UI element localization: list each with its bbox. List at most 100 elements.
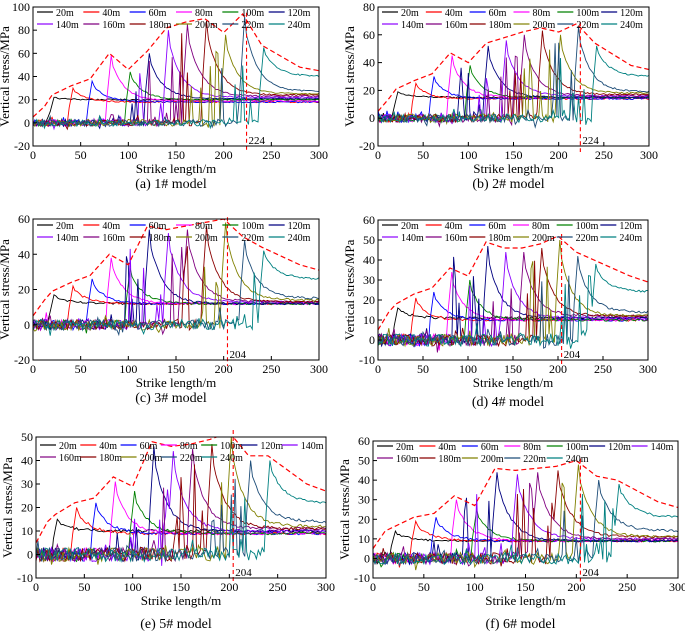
legend-label-160m: 160m (445, 233, 468, 244)
legend-label-240m: 240m (619, 233, 642, 244)
x-tick-label: 100 (124, 580, 142, 594)
series-line-200m (33, 34, 319, 128)
x-tick-label: 300 (317, 580, 335, 594)
x-tick-label: 50 (417, 148, 429, 162)
x-tick-label: 0 (33, 580, 39, 594)
y-tick-label: 20 (18, 283, 30, 297)
x-tick-label: 0 (375, 148, 381, 162)
y-tick-label: 80 (18, 23, 30, 37)
legend-label-20m: 20m (401, 8, 419, 19)
x-tick-label: 300 (639, 362, 657, 376)
legend-label-240m: 240m (620, 20, 643, 31)
y-tick-label: 0 (369, 333, 375, 347)
peak-envelope-line (378, 22, 649, 112)
x-tick-label: 250 (594, 362, 612, 376)
legend-label-40m: 40m (445, 221, 463, 232)
panel-caption: (f) 6# model (486, 617, 556, 632)
legend-label-60m: 60m (489, 8, 507, 19)
plot-area (33, 219, 319, 337)
y-tick-label: -10 (354, 571, 370, 585)
y-tick-label: 20 (18, 93, 30, 107)
legend-label-60m: 60m (488, 221, 506, 232)
y-axis-label: Vertical stress/MPa (342, 26, 357, 127)
legend-label-100m: 100m (566, 442, 589, 453)
x-tick-label: 150 (505, 148, 523, 162)
legend-label-220m: 220m (241, 233, 264, 244)
series-line-120m (378, 245, 648, 348)
legend-label-200m: 200m (195, 233, 218, 244)
legend-label-240m: 240m (566, 454, 589, 465)
legend-label-140m: 140m (56, 20, 79, 31)
series-line-200m (378, 239, 648, 348)
x-tick-label: 0 (370, 580, 376, 594)
plot-area (378, 22, 649, 129)
plot-area (373, 459, 678, 571)
legend-label-220m: 220m (241, 20, 264, 31)
legend-label-100m: 100m (220, 441, 243, 452)
x-tick-label: 250 (269, 580, 287, 594)
x-axis-label: Strike length/m (473, 161, 554, 176)
y-tick-label: 0 (364, 551, 370, 565)
series-line-220m (36, 460, 326, 563)
series-line-140m (378, 251, 648, 348)
x-tick-label: 100 (459, 148, 477, 162)
y-axis-label: Vertical stress/MPa (342, 239, 357, 340)
peak-marker-label: 224 (249, 135, 266, 147)
y-tick-label: 50 (21, 430, 33, 444)
legend-label-40m: 40m (445, 8, 463, 19)
legend-label-20m: 20m (59, 441, 77, 452)
legend-label-100m: 100m (576, 8, 599, 19)
x-tick-label: 100 (119, 362, 137, 376)
y-tick-label: -20 (14, 353, 30, 367)
y-tick-label: 60 (363, 28, 375, 42)
y-tick-label: 30 (21, 477, 33, 491)
series-line-140m (33, 30, 319, 131)
x-tick-label: 250 (262, 148, 280, 162)
panel-caption: (e) 5# model (140, 617, 212, 632)
legend-label-240m: 240m (288, 233, 311, 244)
legend-label-80m: 80m (532, 221, 550, 232)
legend-label-60m: 60m (149, 8, 167, 19)
y-tick-label: -10 (17, 571, 33, 585)
y-tick-label: 60 (18, 46, 30, 60)
series-line-240m (378, 45, 649, 125)
y-tick-label: 80 (363, 0, 375, 14)
y-tick-label: 20 (363, 293, 375, 307)
peak-marker-label: 204 (564, 349, 581, 361)
y-axis-label: Vertical stress/MPa (0, 26, 12, 127)
y-tick-label: 40 (18, 247, 30, 261)
y-tick-label: 30 (358, 493, 370, 507)
series-line-80m (36, 481, 326, 562)
y-tick-label: 60 (363, 213, 375, 227)
legend-label-160m: 160m (445, 20, 468, 31)
legend-label-20m: 20m (401, 221, 419, 232)
y-tick-label: 50 (363, 233, 375, 247)
x-tick-label: 200 (550, 148, 568, 162)
x-tick-label: 300 (310, 362, 328, 376)
legend-label-200m: 200m (140, 453, 163, 464)
series-line-180m (36, 444, 326, 563)
legend-label-100m: 100m (241, 221, 264, 232)
legend-label-80m: 80m (533, 8, 551, 19)
y-tick-label: 40 (358, 473, 370, 487)
peak-marker-label: 204 (235, 567, 252, 579)
panel-caption: (c) 3# model (135, 391, 207, 406)
peak-marker-label: 224 (582, 135, 599, 147)
legend-label-160m: 160m (102, 20, 125, 31)
y-tick-label: 20 (21, 501, 33, 515)
series-line-220m (373, 480, 678, 567)
series-line-240m (33, 250, 319, 336)
legend-label-180m: 180m (489, 20, 512, 31)
x-tick-label: 200 (215, 362, 233, 376)
series-line-220m (378, 255, 648, 349)
legend-label-120m: 120m (288, 8, 311, 19)
x-axis-label: Strike length/m (136, 375, 217, 390)
legend-label-60m: 60m (140, 441, 158, 452)
legend-label-180m: 180m (438, 454, 461, 465)
legend-label-180m: 180m (488, 233, 511, 244)
